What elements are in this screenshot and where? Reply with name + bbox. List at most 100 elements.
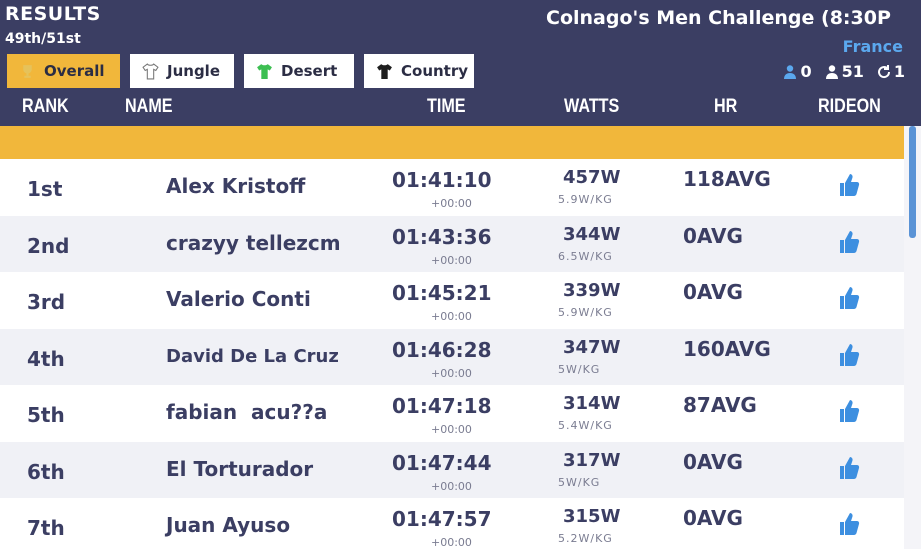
gap-cell: +00:00 (431, 479, 472, 493)
name-cell: Alex Kristoff (166, 174, 306, 198)
time-cell: 01:47:44 (392, 450, 492, 475)
watts-cell: 339W (563, 280, 621, 301)
country-label: France (842, 37, 903, 56)
thumbs-up-icon[interactable] (838, 229, 860, 255)
column-time[interactable]: TIME (427, 96, 466, 117)
thumbs-up-icon[interactable] (838, 398, 860, 424)
watts-cell: 457W (563, 167, 621, 188)
tab-desert[interactable]: Desert (244, 54, 354, 88)
hr-cell: 118AVG (683, 167, 771, 191)
jersey-white-icon (142, 62, 159, 79)
jersey-green-icon (257, 63, 272, 79)
watts-cell: 347W (563, 336, 621, 358)
page-title: RESULTS (5, 3, 101, 25)
tab-desert-label: Desert (281, 62, 338, 80)
watts-cell: 344W (563, 223, 621, 245)
time-cell: 01:47:18 (392, 394, 492, 418)
hr-cell: 160AVG (683, 336, 771, 361)
time-cell: 01:41:10 (392, 168, 492, 192)
gap-cell: +00:00 (431, 197, 472, 210)
trophy-icon (23, 64, 32, 78)
thumbs-up-icon[interactable] (838, 285, 860, 311)
table-row[interactable]: 1st Alex Kristoff 01:41:10 +00:00 457W 5… (0, 159, 904, 216)
hr-cell: 0AVG (683, 449, 743, 474)
results-table: 1st Alex Kristoff 01:41:10 +00:00 457W 5… (0, 159, 904, 549)
gap-cell: +00:00 (431, 310, 472, 323)
watts-cell: 315W (563, 506, 621, 527)
table-row[interactable]: 2nd crazyy tellezcm 01:43:36 +00:00 344W… (0, 215, 904, 272)
scrollbar-thumb[interactable] (909, 126, 916, 238)
table-row[interactable]: 6th El Torturador 01:47:44 +00:00 317W 5… (0, 441, 904, 498)
wkg-cell: 5.9W/KG (558, 193, 613, 206)
column-rank[interactable]: RANK (22, 96, 69, 117)
person-blue-icon (784, 64, 797, 79)
hr-cell: 0AVG (683, 280, 743, 304)
player-highlight-row (0, 126, 904, 159)
column-hr[interactable]: HR (714, 96, 738, 117)
column-header: RANK NAME TIME WATTS HR RIDEON (0, 92, 921, 126)
gap-cell: +00:00 (431, 366, 472, 380)
player-position: 49th/51st (5, 31, 81, 47)
thumbs-up-icon[interactable] (838, 511, 860, 537)
table-row[interactable]: 4th David De La Cruz 01:46:28 +00:00 347… (0, 328, 904, 385)
time-cell: 01:45:21 (392, 281, 492, 305)
rank-cell: 1st (27, 177, 63, 201)
rank-cell: 4th (27, 346, 65, 371)
tab-country[interactable]: Country (364, 54, 474, 88)
thumbs-up-icon[interactable] (838, 172, 860, 198)
rank-cell: 2nd (27, 233, 70, 258)
time-cell: 01:46:28 (392, 337, 492, 362)
event-title: Colnago's Men Challenge (8:30P (546, 7, 891, 29)
wkg-cell: 5W/KG (558, 475, 601, 489)
gap-cell: +00:00 (431, 253, 472, 267)
refresh-count: 1 (893, 62, 905, 81)
name-cell: David De La Cruz (166, 345, 339, 367)
column-name[interactable]: NAME (125, 96, 173, 117)
person-icon (825, 64, 838, 79)
wkg-cell: 5.2W/KG (558, 532, 613, 545)
time-cell: 01:43:36 (392, 224, 492, 249)
tab-country-label: Country (401, 62, 469, 80)
results-header: RESULTS 49th/51st Colnago's Men Challeng… (0, 0, 921, 92)
gap-cell: +00:00 (431, 423, 472, 436)
riders-count: 51 (841, 62, 864, 81)
rank-cell: 5th (27, 403, 65, 427)
column-rideon[interactable]: RIDEON (818, 96, 881, 117)
jersey-black-icon (377, 63, 392, 79)
watts-cell: 317W (563, 449, 621, 471)
thumbs-up-icon[interactable] (838, 342, 860, 368)
hr-cell: 0AVG (683, 223, 743, 248)
tab-overall-label: Overall (44, 62, 105, 80)
rank-cell: 3rd (27, 290, 66, 314)
wkg-cell: 6.5W/KG (558, 249, 613, 263)
wkg-cell: 5W/KG (558, 362, 601, 376)
results-scrollbar[interactable] (904, 126, 921, 549)
counters: 0 51 1 (782, 62, 905, 81)
refresh-counter[interactable]: 1 (876, 62, 905, 81)
table-row[interactable]: 3rd Valerio Conti 01:45:21 +00:00 339W 5… (0, 272, 904, 329)
name-cell: fabian acu??a (166, 400, 328, 424)
name-cell: El Torturador (166, 456, 314, 481)
hr-cell: 87AVG (683, 393, 757, 417)
tab-jungle-label: Jungle (167, 62, 220, 80)
table-row[interactable]: 7th Juan Ayuso 01:47:57 +00:00 315W 5.2W… (0, 498, 904, 549)
results-tabs: Overall Jungle Desert Country (7, 54, 474, 88)
rank-cell: 6th (27, 459, 65, 484)
watts-cell: 314W (563, 393, 621, 414)
wkg-cell: 5.4W/KG (558, 419, 613, 432)
riders-counter: 51 (824, 62, 864, 81)
name-cell: Valerio Conti (166, 287, 311, 311)
name-cell: Juan Ayuso (166, 513, 291, 537)
hr-cell: 0AVG (683, 506, 743, 530)
table-row[interactable]: 5th fabian acu??a 01:47:18 +00:00 314W 5… (0, 385, 904, 442)
time-cell: 01:47:57 (392, 507, 492, 531)
tab-jungle[interactable]: Jungle (130, 54, 234, 88)
gap-cell: +00:00 (431, 536, 472, 549)
thumbs-up-icon[interactable] (838, 455, 860, 481)
rank-cell: 7th (27, 516, 65, 540)
column-watts[interactable]: WATTS (564, 96, 620, 117)
refresh-icon (877, 64, 890, 78)
wkg-cell: 5.9W/KG (558, 306, 613, 319)
name-cell: crazyy tellezcm (166, 230, 341, 255)
tab-overall[interactable]: Overall (7, 54, 120, 88)
